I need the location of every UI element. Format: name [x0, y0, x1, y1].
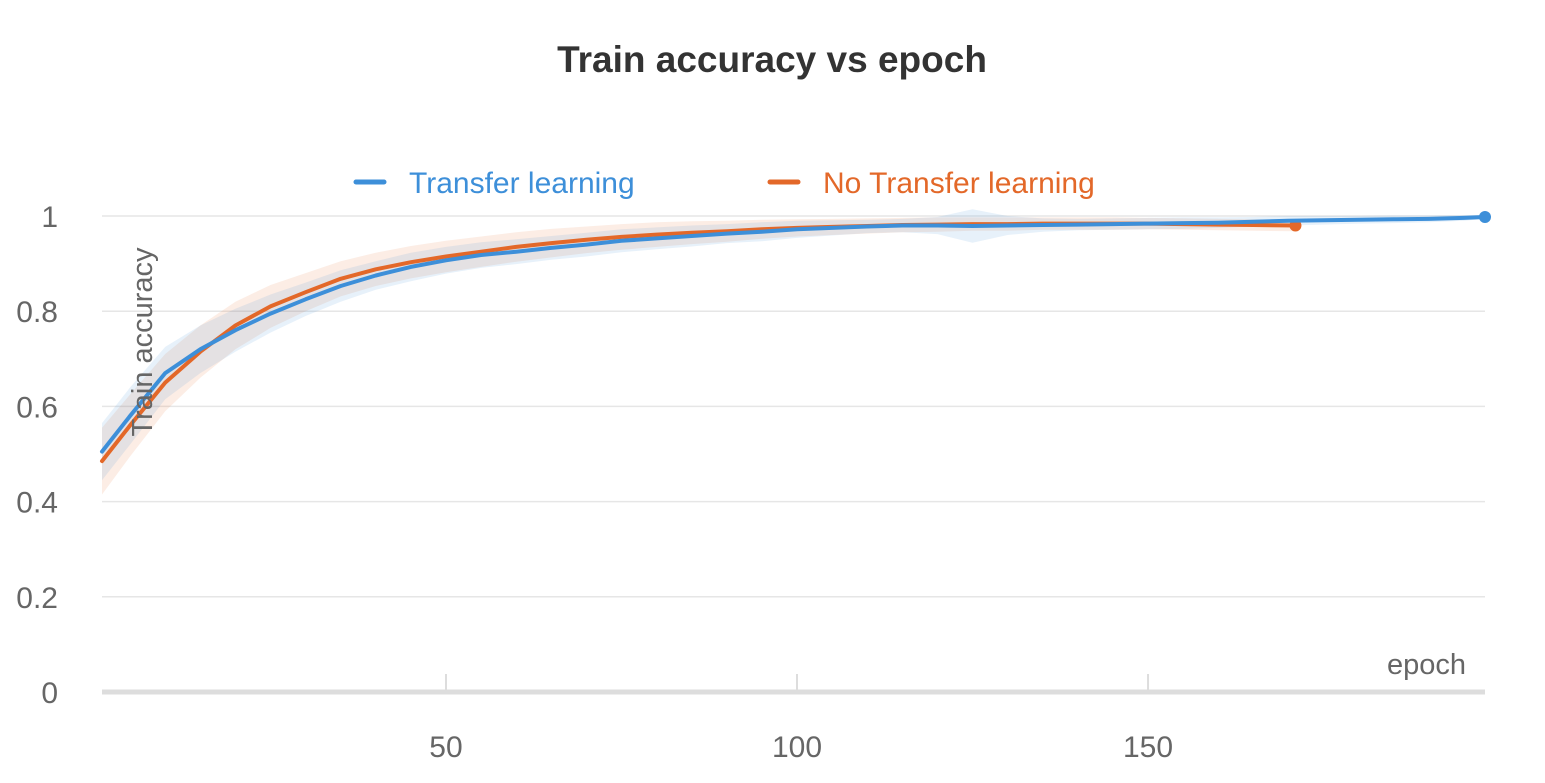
x-axis-ticks: 50 100 150 [429, 674, 1173, 764]
y-axis-label: Train accuracy [127, 247, 159, 437]
chart-title: Train accuracy vs epoch [557, 39, 987, 80]
series-lines [100, 210, 1491, 464]
x-tick-label: 150 [1123, 731, 1173, 764]
legend-label-no-transfer-learning[interactable]: No Transfer learning [823, 167, 1095, 200]
chart-gridlines [102, 215, 1485, 598]
band-transfer-learning [102, 209, 1485, 481]
series-bands [102, 209, 1485, 495]
y-tick-label: 0.8 [16, 296, 58, 329]
series-line-no-transfer-learning[interactable] [100, 221, 1298, 464]
y-tick-label: 0.6 [16, 391, 58, 424]
series-line-transfer-learning[interactable] [100, 215, 1487, 454]
band-no-transfer-learning [102, 217, 1296, 495]
y-axis-ticks: 0 0.2 0.4 0.6 0.8 1 [16, 201, 58, 710]
y-tick-label: 1 [41, 201, 58, 234]
series-end-point-transfer-learning[interactable] [1479, 210, 1491, 223]
y-tick-label: 0 [41, 677, 58, 710]
x-axis-label: epoch [1387, 649, 1466, 681]
chart-legend: Transfer learning No Transfer learning [353, 167, 1095, 200]
x-tick-label: 50 [429, 731, 462, 764]
legend-label-transfer-learning[interactable]: Transfer learning [409, 167, 635, 200]
y-tick-label: 0.4 [16, 487, 58, 520]
y-tick-label: 0.2 [16, 582, 58, 615]
x-tick-label: 100 [772, 731, 822, 764]
